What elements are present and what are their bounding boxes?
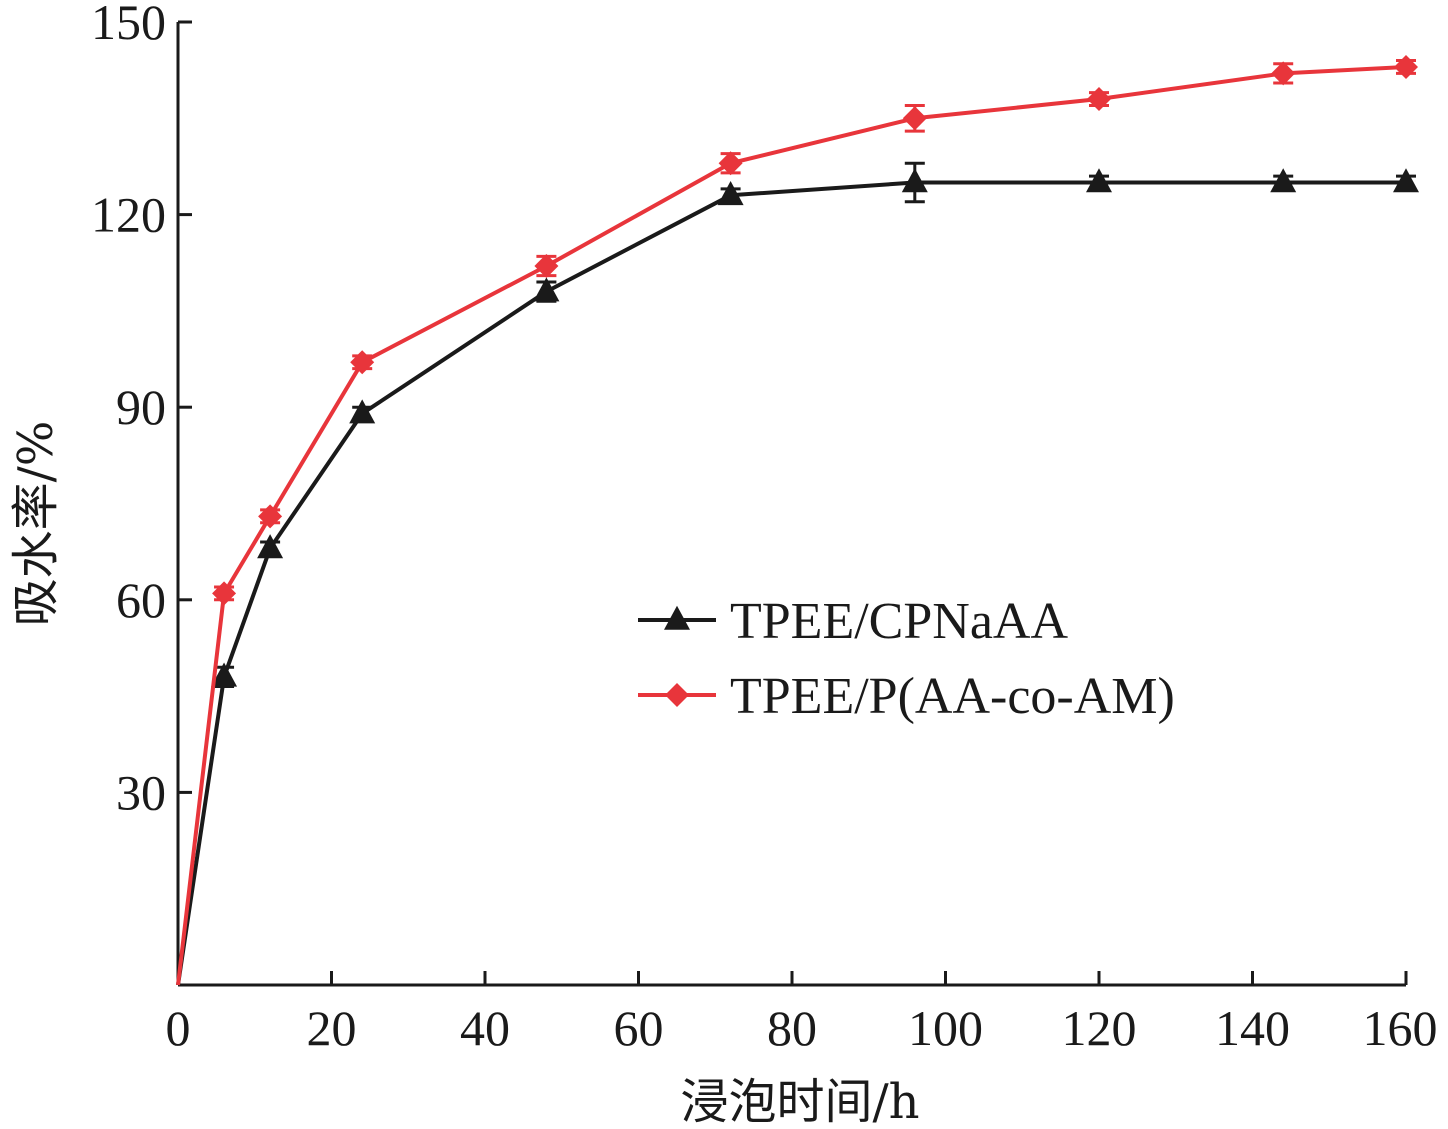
data-point-1-3 [350,350,375,375]
data-point-1-7 [1087,87,1111,112]
x-tick-label-5: 100 [908,1000,983,1056]
legend-marker-0 [664,605,690,630]
y-tick-label-2: 90 [116,379,166,435]
data-point-0-4 [533,277,560,302]
legend-marker-1 [665,683,689,707]
legend: TPEE/CPNaAA TPEE/P(AA-co-AM) [638,593,1175,725]
y-tick-label-4: 150 [91,0,166,50]
x-axis-title: 浸泡时间/h [680,1074,919,1129]
axes: 0 20 40 60 80 100 120 140 160 30 60 90 120 150 [91,0,1438,1056]
y-axis-title: 吸水率/% [8,421,64,627]
legend-label-0: TPEE/CPNaAA [730,593,1068,650]
data-point-0-8 [1270,168,1297,193]
data-point-0-6 [901,168,928,193]
series-line-0 [176,180,1406,986]
x-tick-label-1: 20 [307,1000,357,1056]
data-point-0-3 [349,399,376,424]
series-layer [176,54,1419,986]
y-tick-label-0: 30 [116,764,166,820]
legend-label-1: TPEE/P(AA-co-AM) [730,668,1175,725]
x-tick-label-0: 0 [166,1000,191,1056]
data-point-0-9 [1393,168,1419,193]
series-0 [176,161,1419,986]
data-point-0-2 [257,534,284,559]
data-point-1-1 [212,581,237,606]
x-tick-label-7: 140 [1215,1000,1290,1056]
data-point-1-6 [902,106,927,131]
data-point-1-4 [534,253,559,278]
y-tick-label-1: 60 [116,572,166,628]
data-point-1-9 [1394,54,1418,79]
x-tick-label-3: 60 [614,1000,664,1056]
y-tick-label-3: 120 [91,187,166,243]
data-point-1-8 [1271,61,1296,86]
data-point-0-5 [717,181,744,206]
x-tick-label-8: 160 [1363,1000,1438,1056]
data-point-0-1 [211,662,238,687]
data-point-0-7 [1086,168,1112,193]
x-tick-label-2: 40 [460,1000,510,1056]
x-tick-label-6: 120 [1062,1000,1137,1056]
series-line-1 [176,64,1407,986]
data-point-1-2 [258,504,283,529]
series-1 [176,54,1418,986]
data-point-1-5 [718,151,743,176]
x-tick-label-4: 80 [767,1000,817,1056]
